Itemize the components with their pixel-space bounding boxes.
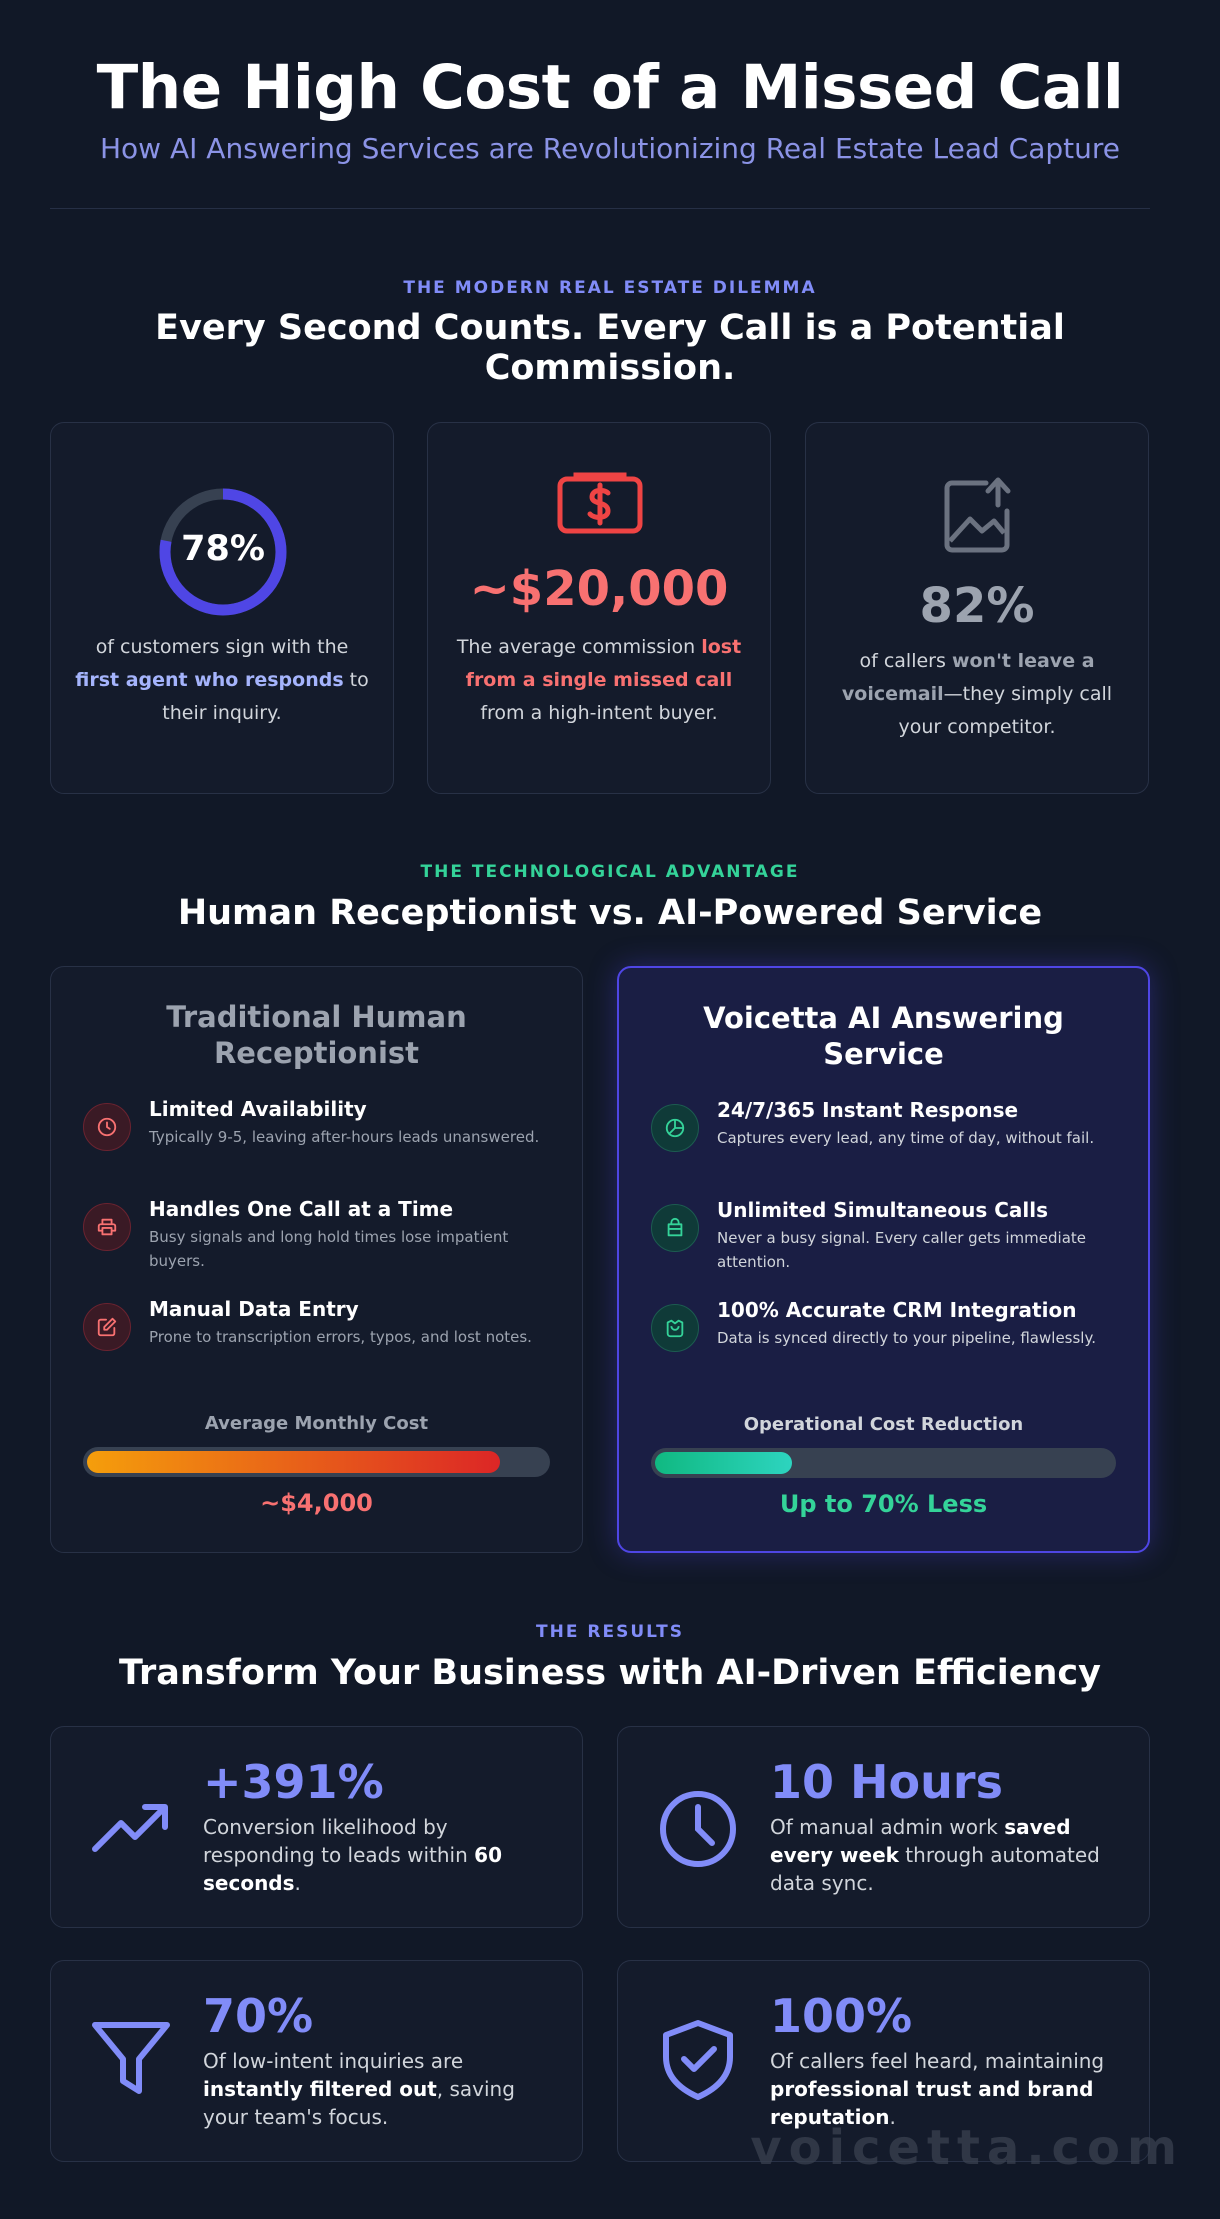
cost-bar-track <box>83 1447 550 1477</box>
stat-description: The average commission lost from a singl… <box>456 636 742 724</box>
stat-value: 82% <box>919 578 1035 634</box>
cost-reduction-bar-fill <box>655 1452 792 1474</box>
feature-title: Unlimited Simultaneous Calls <box>717 1198 1048 1222</box>
feature-description: Data is synced directly to your pipeline… <box>717 1329 1096 1347</box>
stat-card-first-responder: 78% of customers sign with the first age… <box>50 422 394 794</box>
stack-icon <box>651 1204 699 1252</box>
comparison-title: Human Receptionist vs. AI-Powered Servic… <box>177 893 1043 933</box>
clock-icon <box>83 1103 131 1151</box>
pie-chart-icon <box>651 1104 699 1152</box>
feature-title: Limited Availability <box>149 1097 367 1121</box>
trending-up-icon <box>92 1804 168 1852</box>
human-receptionist-card: Traditional Human Receptionist Limited A… <box>50 966 583 1553</box>
feature-title: 24/7/365 Instant Response <box>717 1098 1019 1122</box>
cost-bar-label: Average Monthly Cost <box>204 1413 429 1434</box>
human-feature-one-call: Handles One Call at a Time Busy signals … <box>83 1197 552 1277</box>
result-card-trust: 100% Of callers feel heard, maintaining … <box>617 1960 1150 2162</box>
stat-card-lost-commission: ~$20,000 The average commission lost fro… <box>427 422 771 794</box>
result-value: 10 Hours <box>770 1755 1003 1809</box>
feature-title: Handles One Call at a Time <box>149 1197 454 1221</box>
header-divider <box>50 208 1150 209</box>
shield-check-icon <box>663 2020 733 2100</box>
stat-value: ~$20,000 <box>469 561 729 617</box>
result-value: +391% <box>203 1755 384 1809</box>
results-eyebrow: THE RESULTS <box>536 1622 684 1642</box>
dilemma-title: Every Second Counts. Every Call is a Pot… <box>155 308 1065 388</box>
cost-reduction-bar-value: Up to 70% Less <box>779 1490 988 1518</box>
feature-description: Typically 9-5, leaving after-hours leads… <box>149 1128 540 1146</box>
human-card-title: Traditional Human Receptionist <box>166 1000 467 1070</box>
result-card-hours-saved: 10 Hours Of manual admin work saved ever… <box>617 1726 1150 1928</box>
cost-bar-fill <box>87 1451 500 1473</box>
feature-description: Never a busy signal. Every caller gets i… <box>717 1229 1087 1271</box>
cost-bar-value: ~$4,000 <box>260 1489 373 1517</box>
voicemail-icon <box>944 477 1011 553</box>
feature-description: Captures every lead, any time of day, wi… <box>717 1129 1095 1147</box>
feature-description: Prone to transcription errors, typos, an… <box>149 1328 532 1346</box>
stat-description: of callers won't leave a voicemail—they … <box>841 650 1113 738</box>
results-title: Transform Your Business with AI-Driven E… <box>119 1653 1101 1693</box>
result-description: Of manual admin work saved every week th… <box>770 1815 1100 1895</box>
stat-description: of customers sign with the first agent w… <box>75 636 369 724</box>
watermark: voicetta.com <box>750 2120 1184 2176</box>
human-feature-availability: Limited Availability Typically 9-5, leav… <box>83 1097 552 1177</box>
edit-icon <box>83 1303 131 1351</box>
ai-feature-crm-integration: 100% Accurate CRM Integration Data is sy… <box>651 1298 1118 1378</box>
dilemma-eyebrow: THE MODERN REAL ESTATE DILEMMA <box>403 278 817 298</box>
money-icon <box>557 472 643 534</box>
page-title: The High Cost of a Missed Call <box>96 52 1124 123</box>
result-description: Of low-intent inquiries are instantly fi… <box>203 2049 515 2129</box>
page-subtitle: How AI Answering Services are Revolution… <box>99 132 1121 165</box>
ai-feature-instant-response: 24/7/365 Instant Response Captures every… <box>651 1098 1118 1178</box>
bag-icon <box>651 1304 699 1352</box>
feature-title: 100% Accurate CRM Integration <box>717 1298 1077 1322</box>
stat-value: 78% <box>181 529 265 569</box>
ai-service-card: Voicetta AI Answering Service 24/7/365 I… <box>617 966 1150 1553</box>
human-feature-manual-entry: Manual Data Entry Prone to transcription… <box>83 1297 552 1377</box>
comparison-eyebrow: THE TECHNOLOGICAL ADVANTAGE <box>420 862 800 882</box>
clock-icon <box>660 1791 736 1867</box>
result-description: Conversion likelihood by responding to l… <box>203 1815 502 1895</box>
result-card-filtered: 70% Of low-intent inquiries are instantl… <box>50 1960 583 2162</box>
donut-chart-icon <box>159 488 287 616</box>
result-description: Of callers feel heard, maintaining profe… <box>770 2049 1105 2129</box>
filter-icon <box>92 2022 170 2094</box>
printer-icon <box>83 1203 131 1251</box>
stat-card-voicemail: 82% of callers won't leave a voicemail—t… <box>805 422 1149 794</box>
result-value: 70% <box>203 1989 314 2043</box>
ai-feature-simultaneous-calls: Unlimited Simultaneous Calls Never a bus… <box>651 1198 1118 1278</box>
ai-card-title: Voicetta AI Answering Service <box>703 1001 1064 1071</box>
feature-description: Busy signals and long hold times lose im… <box>149 1228 509 1270</box>
result-card-conversion: +391% Conversion likelihood by respondin… <box>50 1726 583 1928</box>
result-value: 100% <box>770 1989 913 2043</box>
feature-title: Manual Data Entry <box>149 1297 359 1321</box>
cost-reduction-bar-track <box>651 1448 1116 1478</box>
cost-reduction-bar-label: Operational Cost Reduction <box>743 1414 1024 1435</box>
